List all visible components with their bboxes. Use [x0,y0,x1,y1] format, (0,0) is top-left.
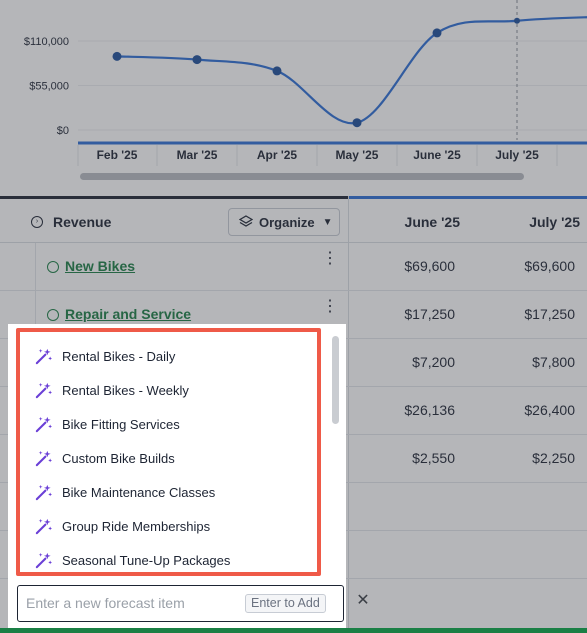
x-tick-label: July '25 [495,148,539,162]
y-axis-ticks: $110,000 $55,000 $0 [24,36,69,137]
cell-value[interactable]: $69,600 [524,258,575,274]
column-divider [348,196,349,633]
data-point[interactable] [432,28,442,38]
suggestion-label: Rental Bikes - Daily [62,348,176,364]
suggestion-item[interactable]: Bike Fitting Services [34,412,180,436]
suggestion-item[interactable]: Rental Bikes - Daily [34,344,175,368]
magic-wand-icon [35,484,53,500]
magic-wand-icon [35,450,53,466]
table-header-row: › Revenue Organize ▼ June '25 July '25 [0,196,587,243]
table-row: New Bikes ⋮ $69,600 $69,600 [0,243,587,291]
magic-wand-icon [35,348,53,364]
x-tick-label: May '25 [336,148,379,162]
suggestion-list-highlight [16,328,321,576]
x-tick-label: Mar '25 [177,148,218,162]
data-point[interactable] [272,66,282,76]
data-point[interactable] [352,118,362,128]
suggestion-label: Rental Bikes - Weekly [62,382,189,398]
line-chart-svg: $110,000 $55,000 $0 Feb '25 Mar '25 Apr '25 M… [24,0,587,180]
cell-value[interactable]: $7,200 [412,354,455,370]
suggestion-label: Group Ride Memberships [62,518,211,534]
magic-wand-icon [35,416,53,432]
cell-value[interactable]: $7,800 [532,354,575,370]
magic-wand-icon [35,518,53,534]
organize-button-label: Organize [259,214,315,230]
cell-value[interactable]: $17,250 [404,306,455,322]
enter-to-add-hint[interactable]: Enter to Add [245,594,326,613]
cell-value[interactable]: $26,136 [404,402,455,418]
revenue-header-label: Revenue [53,214,112,230]
suggestion-label: Bike Maintenance Classes [62,484,216,500]
suggestion-label: Seasonal Tune-Up Packages [62,552,231,568]
new-forecast-item-field[interactable]: Enter to Add [17,585,344,622]
suggestion-item[interactable]: Rental Bikes - Weekly [34,378,189,402]
suggestion-label: Custom Bike Builds [62,450,175,466]
column-header-june: June '25 [404,214,460,230]
cell-value[interactable]: $26,400 [524,402,575,418]
expand-circle-icon[interactable] [47,261,59,273]
chevron-down-icon: ▼ [322,216,333,228]
suggestion-scroll-thumb[interactable] [332,336,339,424]
expand-circle-icon[interactable] [47,309,59,321]
x-axis [77,141,587,166]
row-label-link[interactable]: Repair and Service [65,306,192,322]
suggestion-item[interactable]: Bike Maintenance Classes [34,480,215,504]
chart-grid [78,40,587,131]
y-tick-label: $0 [57,125,69,137]
bottom-accent-bar [0,628,587,633]
data-point[interactable] [192,55,202,65]
suggestion-item[interactable]: Custom Bike Builds [34,446,175,470]
layers-icon [239,215,253,227]
y-tick-label: $55,000 [29,81,69,93]
row-label-link[interactable]: New Bikes [65,258,136,274]
suggestion-item[interactable]: Seasonal Tune-Up Packages [34,548,230,572]
forecast-chart: $110,000 $55,000 $0 Feb '25 Mar '25 Apr '25 M… [0,0,587,196]
close-icon[interactable]: ✕ [356,592,370,609]
row-gutter [0,243,36,291]
cell-value[interactable]: $69,600 [404,258,455,274]
magic-wand-icon [35,552,53,568]
magic-wand-icon [35,382,53,398]
header-accent-bar [348,196,587,199]
chart-horizontal-scrollbar[interactable] [80,173,524,180]
series-points [112,17,520,128]
forecast-item-dropdown: Rental Bikes - Daily Rental Bikes - Weekl… [8,324,346,633]
organize-button[interactable]: Organize ▼ [228,208,340,236]
suggestion-label: Bike Fitting Services [62,416,180,432]
x-tick-label: Apr '25 [257,148,298,162]
y-tick-label: $110,000 [24,36,69,48]
expand-circle-icon[interactable]: › [31,216,43,228]
cell-value[interactable]: $17,250 [524,306,575,322]
x-axis-ticks: Feb '25 Mar '25 Apr '25 May '25 June '25 July… [97,148,540,162]
row-gutter [0,291,36,339]
cell-value[interactable]: $2,550 [412,450,455,466]
data-point[interactable] [514,17,520,24]
cell-value[interactable]: $2,250 [532,450,575,466]
x-tick-label: Feb '25 [97,148,138,162]
data-point[interactable] [112,51,122,61]
suggestion-item[interactable]: Group Ride Memberships [34,514,210,538]
x-tick-label: June '25 [413,148,461,162]
column-header-july: July '25 [529,214,580,230]
new-forecast-item-input[interactable] [26,593,241,613]
